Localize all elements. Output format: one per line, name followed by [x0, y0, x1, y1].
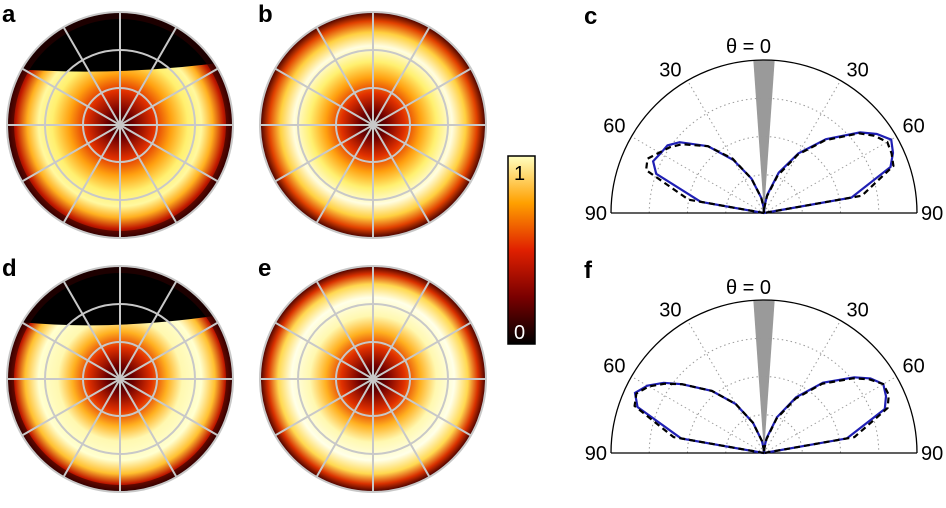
panel-c-grid-spoke — [763, 80, 841, 214]
panel-f-tick-label: 90 — [921, 443, 943, 465]
panel-letter-b: b — [258, 1, 273, 28]
panel-f-tick-label: 30 — [847, 299, 869, 321]
panel-f-grid-spoke — [763, 376, 897, 454]
panel-f-series-theory — [633, 377, 890, 455]
panel-f-grid-spoke — [687, 320, 765, 454]
panel-c-tick-label: 30 — [659, 59, 681, 81]
panel-f: f θ = 0 30 60 90 30 60 90 — [584, 257, 943, 465]
polar-plot-f: 30 60 90 30 60 90 — [585, 299, 943, 465]
panel-e: e — [258, 255, 487, 493]
polar-grid-d — [6, 265, 234, 493]
panel-c-series-theory — [644, 132, 895, 215]
panel-c-outer-arc — [610, 59, 918, 214]
panel-c-grid-spoke — [763, 136, 897, 214]
panel-c-tick-label: 30 — [847, 59, 869, 81]
panel-f-grid-arc-1 — [725, 414, 803, 454]
panel-c-tick-label: 90 — [921, 203, 943, 225]
panel-letter-e: e — [258, 255, 271, 282]
panel-a: a — [2, 1, 234, 239]
polar-grid-b — [259, 11, 487, 239]
colorbar-max-label: 1 — [514, 163, 525, 185]
panel-letter-a: a — [2, 1, 16, 28]
panel-f-tick-label: 60 — [903, 356, 925, 378]
panel-b: b — [258, 1, 487, 239]
panel-c-grid-spoke — [631, 136, 765, 214]
panel-c-tick-label: 60 — [603, 116, 625, 138]
panel-f-tick-label: 60 — [603, 356, 625, 378]
panel-f-tick-label: 90 — [585, 443, 607, 465]
panel-f-grid-spoke — [631, 376, 765, 454]
colorbar: 1 0 — [507, 155, 536, 345]
panel-letter-d: d — [2, 255, 17, 282]
panel-f-outer-arc — [610, 299, 918, 454]
polar-grid-e — [259, 265, 487, 493]
polar-plot-c: 30 60 90 30 60 90 — [585, 59, 943, 225]
panel-c-grid-arc-1 — [725, 174, 803, 214]
panel-c-grid-spoke — [687, 80, 765, 214]
panel-f-grid-spoke — [763, 320, 841, 454]
colorbar-min-label: 0 — [514, 322, 525, 344]
theta-label-f: θ = 0 — [726, 277, 771, 299]
panel-c-tick-label: 90 — [585, 203, 607, 225]
theta-label-c: θ = 0 — [726, 36, 771, 58]
panel-c-grid-arc-3 — [648, 97, 880, 214]
panel-c: c θ = 0 30 60 90 30 60 90 — [584, 3, 943, 225]
polar-grid-a — [6, 11, 234, 239]
panel-f-grid-arc-3 — [648, 337, 880, 454]
panel-c-tick-label: 60 — [903, 116, 925, 138]
panel-letter-f: f — [584, 257, 593, 284]
panel-d: d — [2, 255, 234, 493]
colorbar-gradient — [507, 155, 536, 345]
panel-letter-c: c — [584, 3, 597, 30]
panel-f-tick-label: 30 — [659, 299, 681, 321]
